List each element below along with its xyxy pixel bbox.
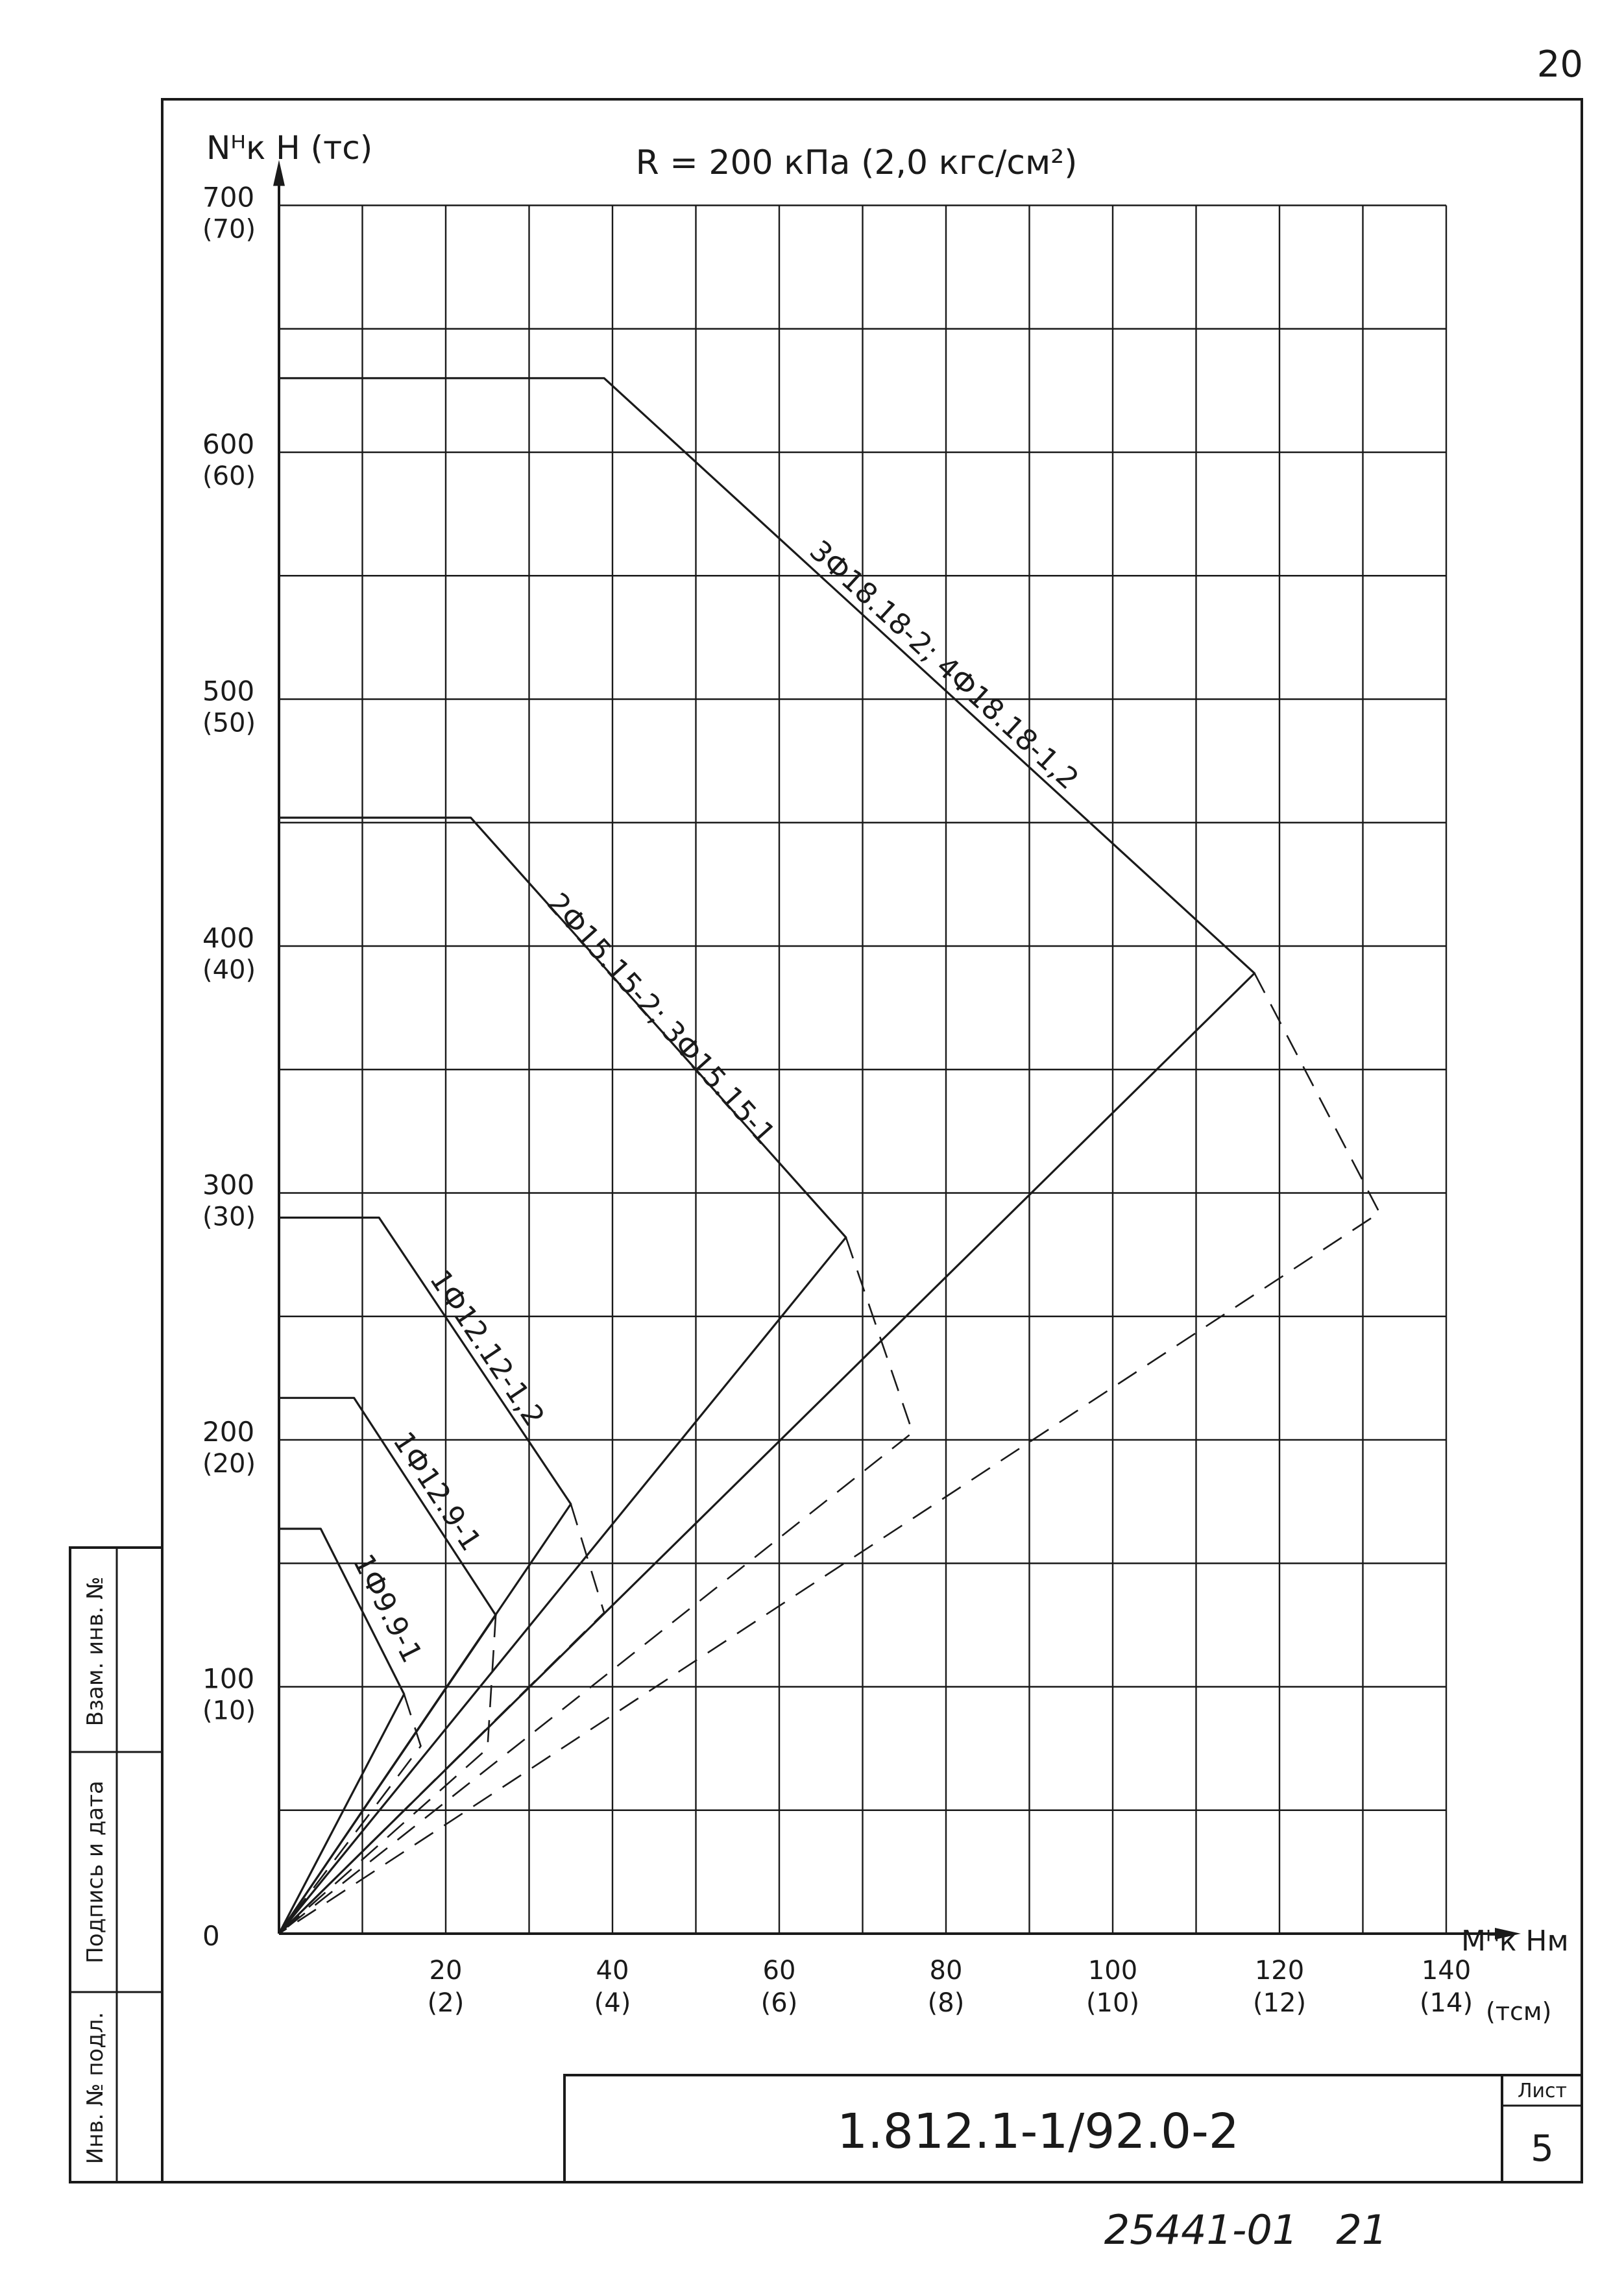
y-tick-label: 500 <box>202 675 254 707</box>
y-tick-label: 200 <box>202 1416 254 1448</box>
x-axis-unit: (тсм) <box>1486 1997 1551 2026</box>
page-number: 20 <box>1537 43 1583 86</box>
sheet-label: Лист <box>1518 2080 1567 2102</box>
side-stamp-signature-date: Подпись и дата <box>82 1781 108 1964</box>
y-tick-label: 100 <box>202 1663 254 1695</box>
x-tick-label: 80 <box>930 1956 963 1986</box>
x-tick-label: 60 <box>763 1956 796 1986</box>
x-axis-label: Мᴴк Нм <box>1461 1925 1569 1958</box>
y-tick-label: 700 <box>202 182 254 213</box>
chart-grid <box>279 204 1448 1934</box>
bottom-number: 25441-01 21 <box>1104 2206 1388 2254</box>
series-solid-line <box>278 377 1256 1935</box>
x-tick-labels: 20(2) 40(4) 60(6) 80(8) 100(10) 120(12) 140(14… <box>428 1956 1473 2018</box>
series-solid-line <box>278 1396 497 1934</box>
x-tick-sublabel: (12) <box>1253 1988 1306 2018</box>
series-solid-line <box>278 1527 406 1934</box>
x-tick-label: 40 <box>596 1956 629 1986</box>
document-code: 1.812.1-1/92.0-2 <box>837 2104 1239 2159</box>
series-label: 1Ф12.9-1 <box>386 1426 487 1557</box>
x-tick-sublabel: (10) <box>1086 1988 1139 2018</box>
series-label: 1Ф9.9-1 <box>346 1549 429 1668</box>
y-tick-label: 400 <box>202 922 254 954</box>
side-stamp-inventory-original: Инв. № подл. <box>82 2012 108 2165</box>
x-tick-sublabel: (2) <box>428 1988 465 2018</box>
x-tick-label: 100 <box>1088 1956 1137 1986</box>
series-dashed-line <box>278 1615 497 1934</box>
x-tick-sublabel: (14) <box>1420 1988 1473 2018</box>
series-dashed-line <box>278 1237 914 1935</box>
title-block-frame <box>563 2074 1583 2183</box>
y-tick-sublabel: (20) <box>202 1449 256 1479</box>
y-tick-sublabel: (70) <box>202 215 256 245</box>
y-tick-sublabel: (50) <box>202 709 256 738</box>
y-tick-sublabel: (30) <box>202 1202 256 1232</box>
chart-title: R = 200 кПа (2,0 кгс/см²) <box>636 143 1078 182</box>
y-tick-sublabel: (60) <box>202 461 256 491</box>
series-label: 1Ф12.12-1,2 <box>423 1264 551 1432</box>
series-dashed-line <box>278 1694 422 1934</box>
drawing-frame <box>161 98 1583 2183</box>
side-stamp: Взам. инв. № Подпись и дата Инв. № подл. <box>69 1546 164 2183</box>
x-tick-label: 140 <box>1422 1956 1471 1986</box>
y-axis-label: Nᴴк Н (тс) <box>206 129 372 167</box>
y-tick-label: 600 <box>202 428 254 460</box>
x-tick-label: 120 <box>1255 1956 1304 1986</box>
series-solid-line <box>278 1216 572 1934</box>
side-stamp-replaces-inventory: Взам. инв. № <box>82 1577 108 1727</box>
chart: 20(2)40(4)60(6)80(8)100(10)120(12)140(14… <box>202 160 1521 2018</box>
y-tick-label: 300 <box>202 1169 254 1201</box>
x-axis-arrow <box>1495 1928 1521 1939</box>
x-tick-sublabel: (4) <box>594 1988 631 2018</box>
y-tick-sublabel: (10) <box>202 1696 256 1726</box>
series-solid-line <box>278 816 847 1935</box>
series-dashed-line <box>278 973 1381 1935</box>
x-tick-sublabel: (8) <box>928 1988 965 2018</box>
x-tick-label: 20 <box>430 1956 463 1986</box>
series-label: 2Ф15.15-2; 3Ф15.15-1 <box>540 887 781 1151</box>
sheet-number: 5 <box>1531 2128 1554 2170</box>
y-tick-label: 0 <box>202 1920 220 1952</box>
y-tick-labels: 0100(10)200(20)300(30)400(40)500(50)600(… <box>202 182 256 1952</box>
series-dashed-line <box>278 1503 605 1934</box>
y-axis-arrow <box>273 160 285 186</box>
chart-series <box>278 377 1381 1935</box>
chart-axes <box>273 160 1521 1939</box>
series-label: 3Ф18.18-2; 4Ф18.18-1,2 <box>803 534 1085 796</box>
y-tick-sublabel: (40) <box>202 955 256 985</box>
title-block: 1.812.1-1/92.0-2 Лист 5 <box>563 2074 1583 2183</box>
x-tick-sublabel: (6) <box>761 1988 798 2018</box>
